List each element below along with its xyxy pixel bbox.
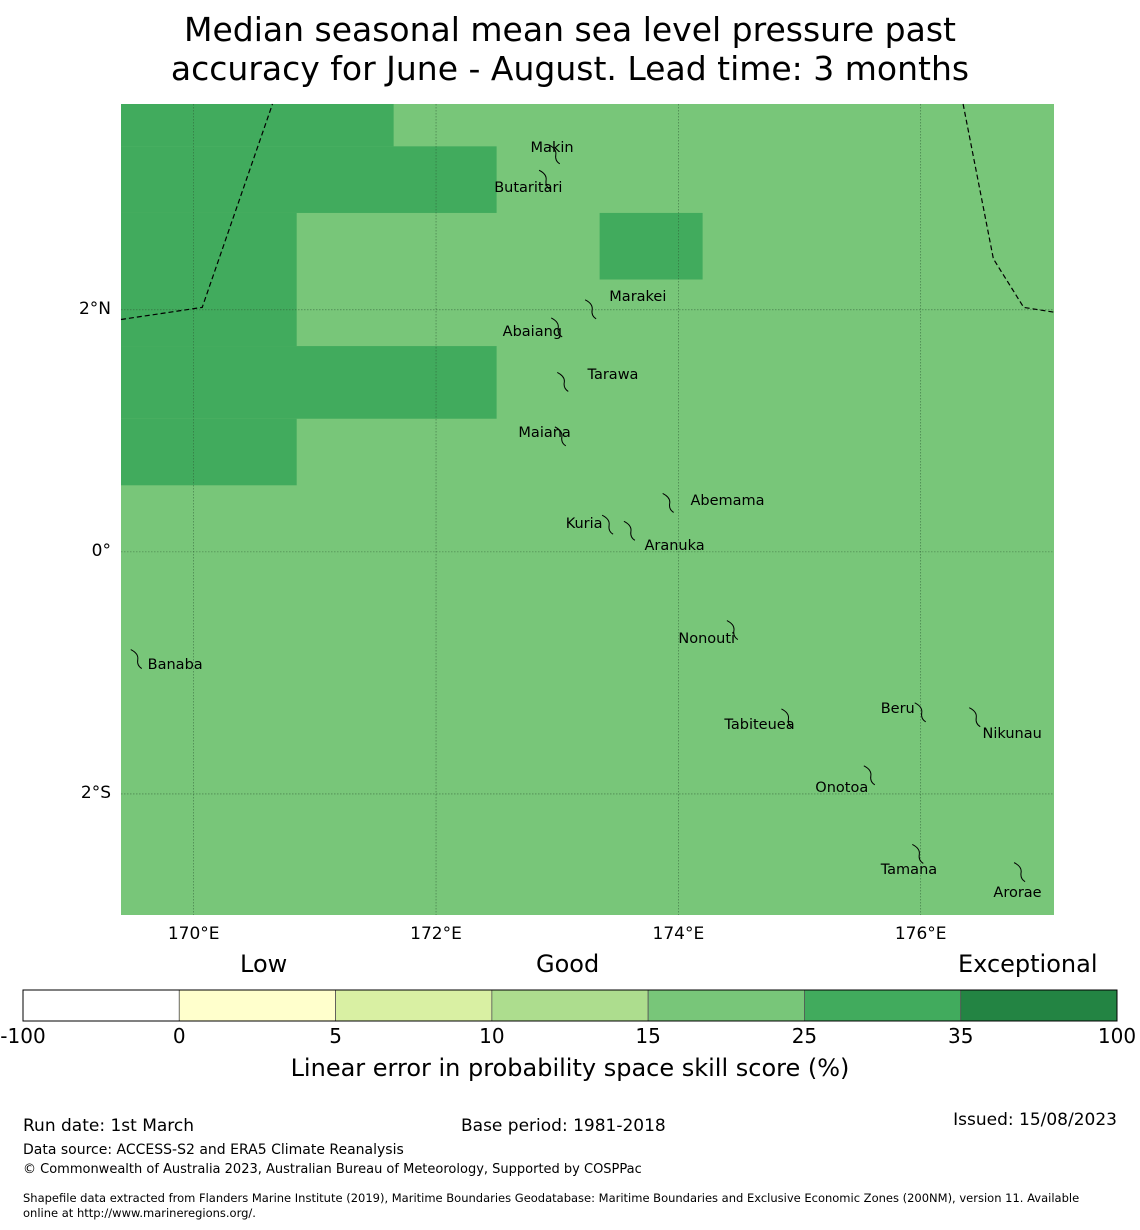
shapefile-credit-line-1: Shapefile data extracted from Flanders M…: [23, 1191, 1080, 1205]
category-exceptional: Exceptional: [958, 950, 1098, 978]
latitude-tick-label: 0°: [91, 540, 111, 561]
colorbar-tick-label: 10: [479, 1024, 505, 1048]
skill-cells-layer: [121, 104, 703, 486]
colorbar-tick-label: 0: [172, 1024, 186, 1048]
island-label: Tarawa: [587, 367, 639, 384]
colorbar-bin: [335, 989, 493, 1022]
colorbar-bin: [960, 989, 1118, 1022]
island-label: Beru: [880, 701, 915, 718]
island-outline: [557, 371, 569, 392]
island-label: Abemama: [690, 493, 765, 510]
eez-boundary-east: [962, 103, 1055, 313]
longitude-tick-label: 170°E: [167, 924, 220, 944]
longitude-tick-label: 172°E: [410, 924, 462, 944]
longitude-tick-label: 176°E: [894, 924, 947, 944]
copyright: © Commonwealth of Australia 2023, Austra…: [23, 1162, 642, 1177]
longitude-tick-label: 174°E: [652, 924, 705, 944]
skill-cell-35: [121, 146, 497, 213]
island-outline: [863, 765, 876, 786]
island-outline: [912, 844, 924, 864]
eez-boundaries: [120, 103, 1055, 321]
title-line-1: Median seasonal mean sea level pressure …: [184, 10, 956, 49]
island-outline: [1013, 862, 1026, 883]
colorbar-frame: [22, 989, 1118, 1022]
island-label: Onotoa: [815, 780, 869, 797]
latitude-tick-label: 2°N: [78, 298, 111, 319]
island-label: Butaritari: [494, 179, 563, 196]
colorbar-bin: [491, 989, 649, 1022]
skill-cell-35: [121, 418, 297, 486]
island-outline: [130, 649, 143, 670]
island-outline: [550, 317, 563, 338]
island-outline: [662, 493, 674, 513]
shapefile-credit-line-2: online at http://www.marineregions.org/.: [23, 1206, 256, 1220]
island-label: Arorae: [993, 885, 1042, 902]
colorbar-tick-label: 5: [329, 1024, 342, 1048]
island-label: Kuria: [565, 516, 603, 533]
island-label: Nikunau: [982, 725, 1042, 742]
colorbar-bin: [178, 989, 336, 1022]
skill-cell-35: [121, 212, 297, 347]
colorbar-bin: [647, 989, 805, 1022]
island-label: Nonouti: [678, 631, 736, 648]
island-label: Makin: [530, 139, 574, 156]
skill-cell-35: [121, 104, 394, 147]
colorbar-tick-label: -100: [0, 1024, 46, 1048]
eez-boundary-west: [120, 103, 274, 321]
colorbar-label: Linear error in probability space skill …: [290, 1054, 850, 1082]
chart-title: Median seasonal mean sea level pressure …: [0, 10, 1140, 88]
skill-cell-35: [121, 346, 497, 419]
island-outline: [969, 707, 981, 728]
title-line-2: accuracy for June - August. Lead time: 3…: [170, 49, 970, 88]
colorbar-tick-label: 15: [635, 1024, 661, 1048]
category-low: Low: [240, 950, 288, 978]
base-period: Base period: 1981-2018: [461, 1116, 666, 1136]
island-outline: [781, 708, 793, 729]
island-outline: [554, 426, 567, 447]
island-outline: [623, 520, 636, 541]
island-label: Aranuka: [644, 538, 705, 555]
category-good: Good: [536, 950, 600, 978]
island-outline: [601, 514, 614, 535]
island-label: Banaba: [147, 656, 203, 673]
run-date: Run date: 1st March: [23, 1116, 195, 1136]
data-source: Data source: ACCESS-S2 and ERA5 Climate …: [23, 1142, 404, 1158]
colorbar-bin: [22, 989, 180, 1022]
issued-date: Issued: 15/08/2023: [953, 1110, 1117, 1130]
colorbar-tick-label: 100: [1097, 1024, 1137, 1048]
colorbar-bin: [804, 989, 962, 1022]
island-outline: [538, 169, 551, 190]
island-outline: [914, 702, 926, 723]
island-outlines: [130, 144, 1026, 883]
colorbar: [22, 989, 1118, 1022]
graticule: [121, 104, 1054, 915]
skill-cell-35: [599, 212, 703, 280]
colorbar-tick-label: 35: [947, 1024, 974, 1048]
island-outline: [726, 620, 739, 640]
island-label: Abaiang: [502, 323, 562, 340]
colorbar-tick-label: 25: [791, 1024, 818, 1048]
island-outline: [584, 299, 597, 320]
island-outline: [548, 144, 561, 165]
island-label: Tamana: [880, 862, 938, 879]
island-label: Marakei: [609, 288, 667, 305]
island-label: Maiana: [518, 425, 571, 442]
island-label: Tabiteuea: [724, 717, 795, 734]
latitude-tick-label: 2°S: [80, 782, 111, 803]
